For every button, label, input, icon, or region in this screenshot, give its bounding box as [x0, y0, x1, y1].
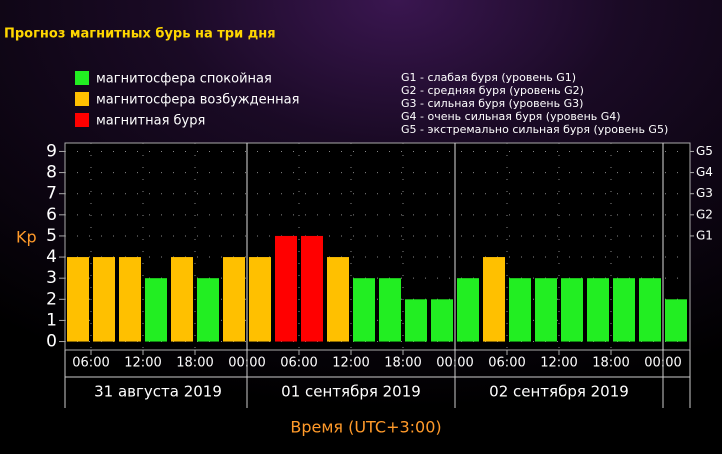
y2-tick-label: G1 — [696, 228, 713, 242]
y-tick-label: 7 — [46, 184, 57, 204]
legend-swatch — [75, 71, 89, 85]
y-tick-label: 5 — [46, 226, 57, 246]
x-tick-label: 18:00 — [592, 356, 629, 371]
x-tick-label: 12:00 — [540, 356, 577, 371]
storm-level: G3 - сильная буря (уровень G3) — [401, 97, 583, 110]
bar — [353, 278, 375, 342]
bar — [275, 235, 297, 342]
y-tick-label: 2 — [46, 289, 57, 309]
y-tick-label: 6 — [46, 205, 57, 225]
storm-level: G4 - очень сильная буря (уровень G4) — [401, 110, 621, 123]
bar — [535, 278, 557, 342]
y-tick-label: 3 — [46, 268, 57, 288]
bar — [587, 278, 609, 342]
day-label: 31 августа 2019 — [94, 383, 222, 401]
y2-tick-label: G4 — [696, 165, 713, 179]
bar — [327, 257, 349, 342]
storm-level: G2 - средняя буря (уровень G2) — [401, 84, 584, 97]
bar — [249, 257, 271, 342]
y-tick-label: 4 — [46, 247, 57, 267]
bar — [405, 299, 427, 342]
bar — [561, 278, 583, 342]
bar — [431, 299, 453, 342]
bar — [509, 278, 531, 342]
bar — [613, 278, 635, 342]
legend-label: магнитосфера возбужденная — [96, 93, 299, 108]
bar — [171, 257, 193, 342]
legend-label: магнитная буря — [96, 114, 205, 129]
day-label: 01 сентября 2019 — [281, 383, 421, 401]
x-tick-label: 18:00 — [384, 356, 421, 371]
bar — [93, 257, 115, 342]
x-tick-label: 06:00 — [72, 356, 109, 371]
bar — [223, 257, 245, 342]
x-tick-label: 06:00 — [488, 356, 525, 371]
chart-title: Прогноз магнитных бурь на три дня — [4, 27, 276, 42]
bar — [145, 278, 167, 342]
bar — [483, 257, 505, 342]
bar — [379, 278, 401, 342]
plot-area — [64, 142, 691, 351]
x-tick-label: 12:00 — [124, 356, 161, 371]
bar — [301, 235, 323, 342]
bar — [67, 257, 89, 342]
legend-label: магнитосфера спокойная — [96, 72, 272, 87]
y-tick-label: 9 — [46, 141, 57, 161]
y2-tick-label: G2 — [696, 207, 713, 221]
x-tick-label: 18:00 — [176, 356, 213, 371]
legend-swatch — [75, 113, 89, 127]
bar — [639, 278, 661, 342]
x-axis-label: Время (UTC+3:00) — [290, 418, 441, 437]
y2-tick-label: G3 — [696, 186, 713, 200]
x-tick-label: 06:00 — [280, 356, 317, 371]
bar — [119, 257, 141, 342]
legend-swatch — [75, 92, 89, 106]
y2-tick-label: G5 — [696, 144, 713, 158]
bar — [457, 278, 479, 342]
y-tick-label: 0 — [46, 332, 57, 352]
y-tick-label: 1 — [46, 310, 57, 330]
y-axis-label: Kp — [16, 228, 37, 247]
bar — [665, 299, 687, 342]
day-label: 02 сентября 2019 — [489, 383, 629, 401]
bar — [197, 278, 219, 342]
storm-level: G5 - экстремально сильная буря (уровень … — [401, 123, 668, 136]
x-tick-label: 12:00 — [332, 356, 369, 371]
storm-level: G1 - слабая буря (уровень G1) — [401, 71, 576, 84]
y-tick-label: 8 — [46, 163, 57, 183]
